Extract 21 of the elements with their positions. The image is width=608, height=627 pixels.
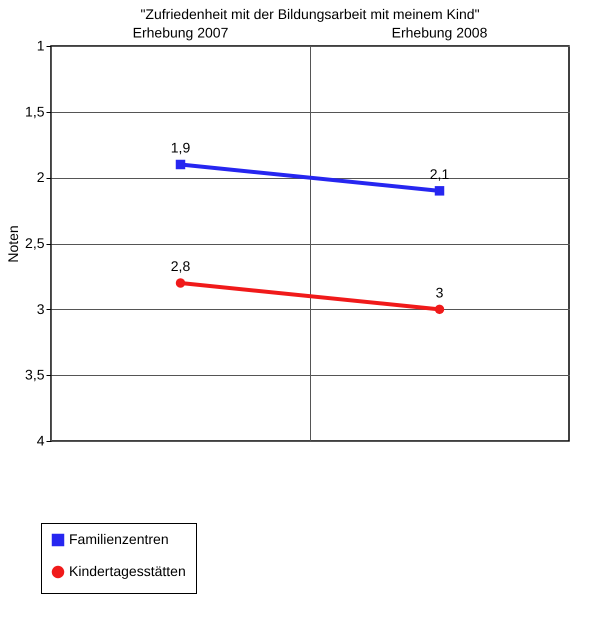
y-tick-label: 3 [36,300,45,317]
data-label: 1,9 [170,140,190,156]
y-axis-title: Noten [5,225,22,263]
y-tick-label: 3,5 [25,366,45,383]
legend-label: Familienzentren [69,531,169,547]
point [434,304,444,314]
y-tick-label: 2 [36,169,45,186]
y-tick-label: 4 [36,432,45,448]
point [176,278,186,288]
y-tick-label: 1 [36,38,45,54]
x-tick-label: Erhebung 2007 [132,24,229,40]
data-label: 3 [436,284,444,300]
data-label: 2,1 [430,166,450,182]
y-tick-label: 2,5 [25,235,45,251]
y-tick-label: 1,5 [25,103,45,120]
point [434,186,444,196]
point [176,160,186,170]
data-label: 2,8 [170,258,190,274]
x-tick-label: Erhebung 2008 [392,24,488,40]
chart-title: "Zufriedenheit mit der Bildungsarbeit mit meinem Kind" [140,6,480,22]
legend-label: Kindertagesstätten [69,563,186,579]
